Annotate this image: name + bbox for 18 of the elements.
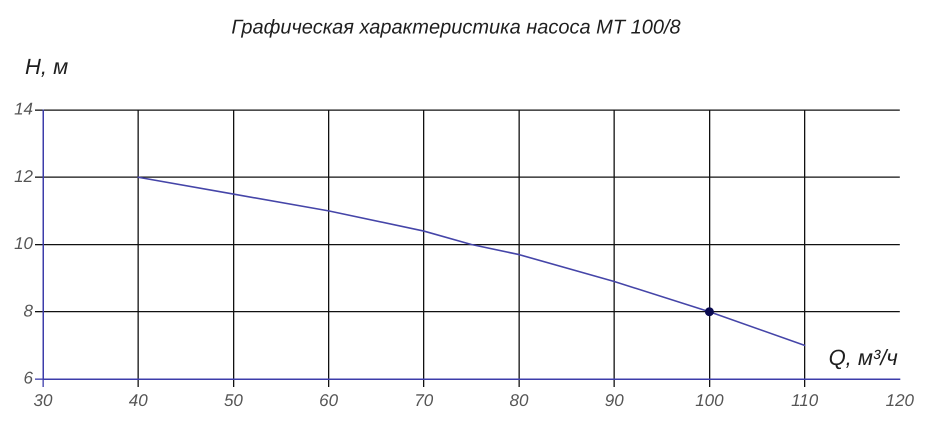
chart-title: Графическая характеристика насоса МТ 100/8 xyxy=(231,16,681,39)
x-tick-label: 90 xyxy=(604,390,624,410)
x-tick-label: 40 xyxy=(128,390,148,410)
x-tick-label: 80 xyxy=(510,390,530,410)
x-tick-label: 50 xyxy=(224,390,244,410)
x-tick-label: 120 xyxy=(886,390,915,410)
y-tick-label: 12 xyxy=(14,166,34,186)
y-axis-title: H, м xyxy=(25,54,68,79)
x-tick-label: 110 xyxy=(791,390,819,410)
y-tick-label: 10 xyxy=(14,234,34,254)
x-tick-label: 100 xyxy=(695,390,724,410)
y-tick-label: 8 xyxy=(24,301,34,320)
x-tick-label: 30 xyxy=(34,390,53,410)
x-tick-label: 70 xyxy=(414,390,434,410)
x-tick-label: 60 xyxy=(319,390,339,410)
x-axis-title: Q, м³/ч xyxy=(828,345,898,370)
y-tick-label: 14 xyxy=(14,100,33,119)
y-tick-label: 6 xyxy=(24,368,34,388)
